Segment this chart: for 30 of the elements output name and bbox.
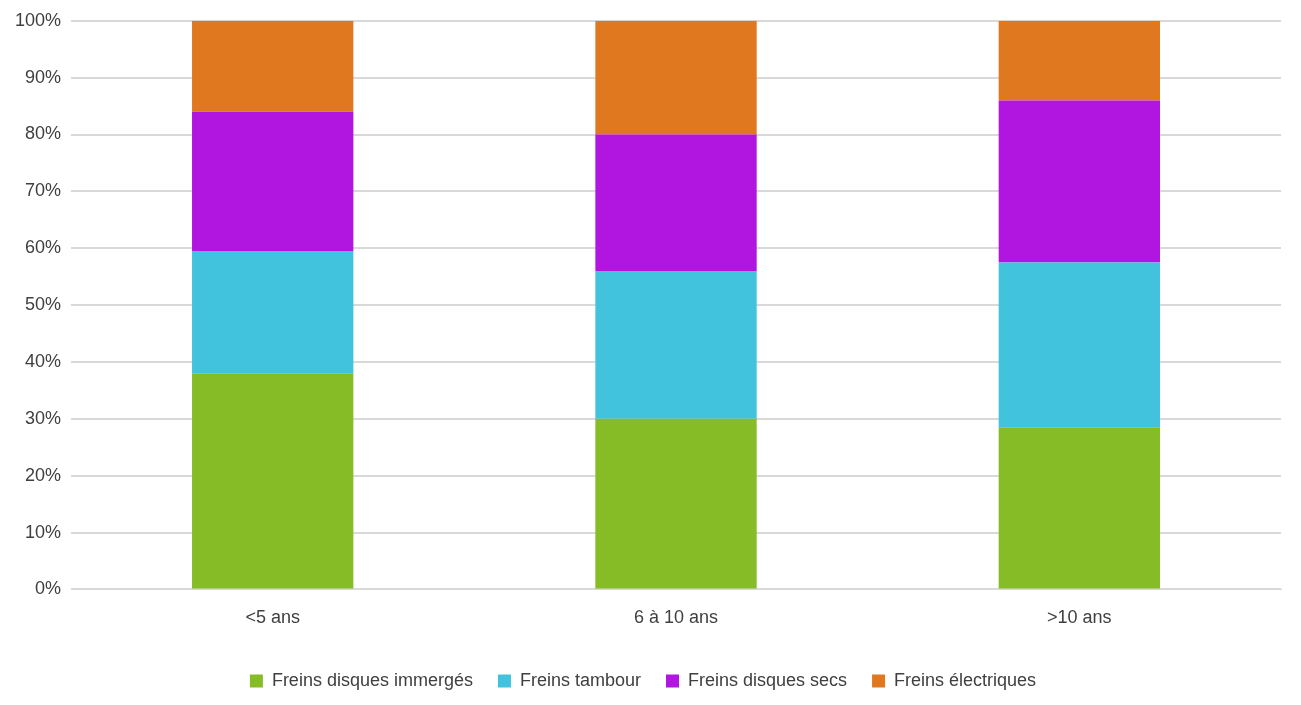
bar	[192, 373, 354, 589]
bar	[192, 111, 354, 252]
y-tick-label: 60%	[25, 237, 62, 258]
bar	[998, 427, 1160, 589]
bar	[595, 134, 757, 271]
y-tick-label: 80%	[25, 123, 62, 144]
legend-label: Freins disques secs	[687, 669, 848, 690]
y-tick-label: 90%	[25, 66, 62, 87]
x-tick-label: 6 à 10 ans	[633, 607, 719, 628]
y-tick-label: 30%	[25, 407, 62, 428]
x-tick-label: <5 ans	[245, 607, 300, 628]
legend-label: Freins tambour	[519, 669, 641, 690]
bar	[595, 418, 757, 589]
bar	[998, 262, 1160, 428]
x-tick-label: >10 ans	[1047, 607, 1112, 628]
y-tick-label: 100%	[14, 9, 62, 30]
bar	[998, 20, 1160, 101]
bar	[595, 270, 757, 419]
bar	[192, 20, 354, 112]
y-tick-label: 20%	[25, 464, 62, 485]
y-tick-label: 70%	[25, 180, 62, 201]
y-tick-label: 40%	[25, 350, 62, 371]
legend-label: Freins électriques	[894, 669, 1037, 690]
y-tick-label: 0%	[35, 578, 62, 599]
y-tick-label: 10%	[25, 521, 62, 542]
bar	[998, 100, 1160, 263]
bar	[595, 20, 757, 135]
legend-label: Freins disques immergés	[271, 669, 473, 690]
y-tick-label: 50%	[25, 294, 62, 315]
bar	[192, 251, 354, 374]
